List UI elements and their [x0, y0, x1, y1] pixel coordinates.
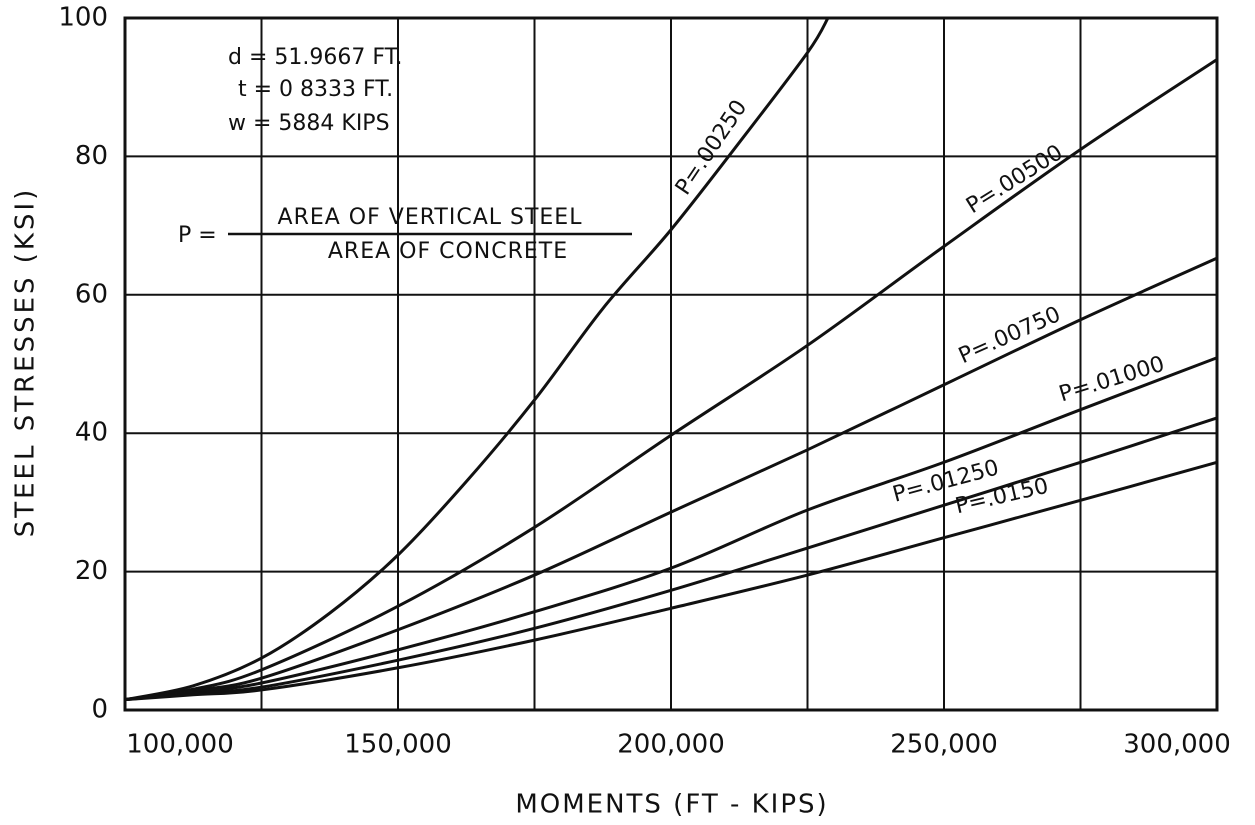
y-tick-label: 100 — [58, 3, 108, 33]
x-tick-label: 100,000 — [126, 730, 234, 760]
y-tick-label: 0 — [91, 695, 108, 725]
series-label: P=.00500 — [962, 140, 1067, 219]
series-line — [124, 416, 1218, 702]
annotation: w = 5884 KIPS — [228, 111, 390, 136]
annotation: d = 51.9667 FT. — [228, 45, 402, 70]
formula-denominator: AREA OF CONCRETE — [328, 239, 568, 264]
series-line — [124, 17, 830, 702]
formula-numerator: AREA OF VERTICAL STEEL — [278, 205, 583, 230]
x-axis-label: MOMENTS (FT - KIPS) — [515, 790, 828, 820]
series-line — [124, 356, 1218, 702]
y-tick-label: 80 — [75, 141, 108, 171]
y-tick-label: 40 — [75, 418, 108, 448]
x-tick-label: 150,000 — [344, 730, 452, 760]
y-tick-label: 60 — [75, 279, 108, 309]
x-tick-label: 250,000 — [890, 730, 998, 760]
x-tick-label: 200,000 — [617, 730, 725, 760]
series-line — [124, 58, 1218, 702]
series-line — [124, 460, 1218, 702]
y-tick-label: 20 — [75, 556, 108, 586]
series-line — [124, 256, 1218, 702]
annotation: t = 0 8333 FT. — [238, 77, 393, 102]
formula-lhs: P = — [178, 223, 217, 248]
y-axis-label: STEEL STRESSES (KSI) — [11, 187, 41, 538]
x-tick-label: 300,000 — [1123, 730, 1231, 760]
plot-frame — [123, 16, 1219, 712]
series-label: P=.00250 — [671, 96, 753, 200]
